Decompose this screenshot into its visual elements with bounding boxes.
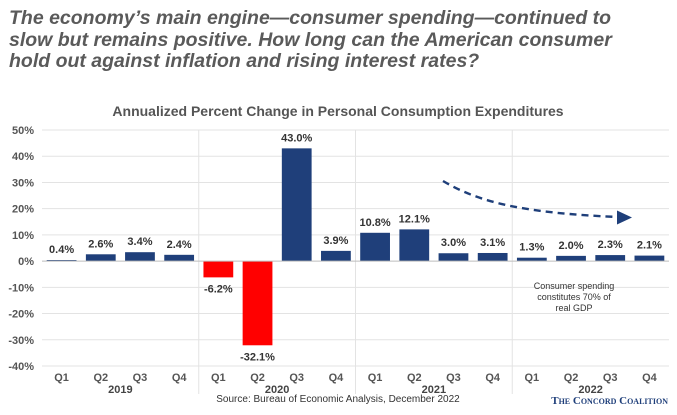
data-label: 10.8%: [359, 217, 390, 229]
y-tick-label: -10%: [8, 282, 34, 294]
annotation-line-3: real GDP: [555, 303, 592, 313]
bar: [242, 261, 273, 346]
quarter-label: Q1: [368, 372, 383, 384]
concord-coalition-logo: The Concord Coalition: [551, 395, 668, 407]
trend-arrow-head: [617, 210, 632, 225]
data-label: 2.6%: [88, 238, 113, 250]
trend-arrow-line: [442, 179, 619, 219]
y-tick-label: -40%: [8, 361, 34, 373]
data-label: 2.0%: [558, 240, 583, 252]
y-tick-label: -30%: [8, 335, 34, 347]
quarter-label: Q2: [93, 372, 108, 384]
bar: [360, 232, 390, 262]
data-label: 2.3%: [598, 239, 623, 251]
year-label: 2019: [108, 384, 132, 396]
trend-arrow: [442, 179, 632, 225]
chart-title: Annualized Percent Change in Personal Co…: [112, 103, 563, 119]
data-label: 43.0%: [281, 132, 312, 144]
data-label: 1.3%: [519, 242, 544, 254]
bar: [281, 148, 312, 262]
headline-line-3: hold out against inflation and rising in…: [9, 50, 480, 72]
annotation-line-2: constitutes 70% of: [537, 292, 611, 302]
y-tick-label: 50%: [12, 125, 34, 137]
y-axis-labels: -40% -30% -20% -10% 0% 10% 20% 30% 40% 50%: [8, 125, 34, 373]
y-tick-label: -20%: [8, 309, 34, 321]
annotation-note: Consumer spending constitutes 70% of rea…: [534, 281, 615, 313]
bars: [46, 148, 665, 346]
headline-line-2: slow but remains positive. How long can …: [9, 28, 612, 51]
quarter-label: Q4: [485, 372, 501, 384]
headline-line-1: The economy’s main engine—consumer spend…: [9, 7, 612, 29]
bar: [516, 257, 547, 262]
data-label: 3.0%: [441, 237, 466, 249]
data-label: -6.2%: [204, 283, 233, 295]
data-label: 3.4%: [127, 236, 152, 248]
headline: The economy’s main engine—consumer spend…: [9, 7, 674, 73]
bar: [477, 252, 508, 262]
quarter-label: Q3: [603, 372, 618, 384]
bar: [125, 252, 155, 262]
quarter-label: Q4: [329, 372, 345, 384]
y-tick-label: 30%: [12, 177, 34, 189]
data-label: 3.9%: [323, 235, 348, 247]
data-labels: 0.4% 2.6% 3.4% 2.4% -6.2% -32.1% 43.0% 3.9% 10.8…: [49, 132, 662, 363]
quarter-label: Q4: [172, 372, 188, 384]
bar: [399, 229, 430, 262]
data-label: 0.4%: [49, 244, 74, 256]
bar: [556, 255, 586, 262]
source-note: Source: Bureau of Economic Analysis, Dec…: [216, 394, 460, 405]
data-label: 12.1%: [399, 213, 430, 225]
bar: [438, 253, 469, 262]
data-label: 2.4%: [167, 239, 192, 251]
y-tick-label: 0%: [18, 256, 34, 268]
year-label: 2022: [578, 384, 602, 396]
data-label: -32.1%: [240, 351, 275, 363]
y-tick-label: 20%: [12, 204, 34, 216]
year-dividers: [198, 130, 513, 394]
quarter-label: Q3: [133, 372, 148, 384]
y-tick-label: 40%: [12, 151, 34, 163]
data-label: 3.1%: [480, 237, 505, 249]
data-label: 2.1%: [637, 240, 662, 252]
quarter-label: Q2: [564, 372, 579, 384]
quarter-label: Q2: [407, 372, 422, 384]
year-label: 2020: [265, 384, 289, 396]
bar: [164, 254, 195, 262]
bar: [203, 261, 234, 278]
bar: [634, 255, 665, 262]
quarter-labels: Q1 Q2 Q3 Q4 Q1 Q2 Q3 Q4 Q1 Q2 Q3 Q4 Q1 Q2 Q3 Q4: [54, 372, 657, 384]
bar: [321, 250, 351, 262]
y-tick-label: 10%: [12, 230, 34, 242]
quarter-label: Q4: [642, 372, 658, 384]
bar: [595, 255, 626, 262]
annotation-line-1: Consumer spending: [534, 281, 615, 291]
year-labels: 2019 2020 2021 2022: [108, 384, 603, 396]
year-label: 2021: [422, 384, 446, 396]
quarter-label: Q1: [525, 372, 540, 384]
quarter-label: Q1: [54, 372, 69, 384]
quarter-label: Q3: [289, 372, 304, 384]
bar: [85, 254, 116, 262]
quarter-label: Q2: [250, 372, 265, 384]
quarter-label: Q1: [211, 372, 226, 384]
quarter-label: Q3: [446, 372, 461, 384]
